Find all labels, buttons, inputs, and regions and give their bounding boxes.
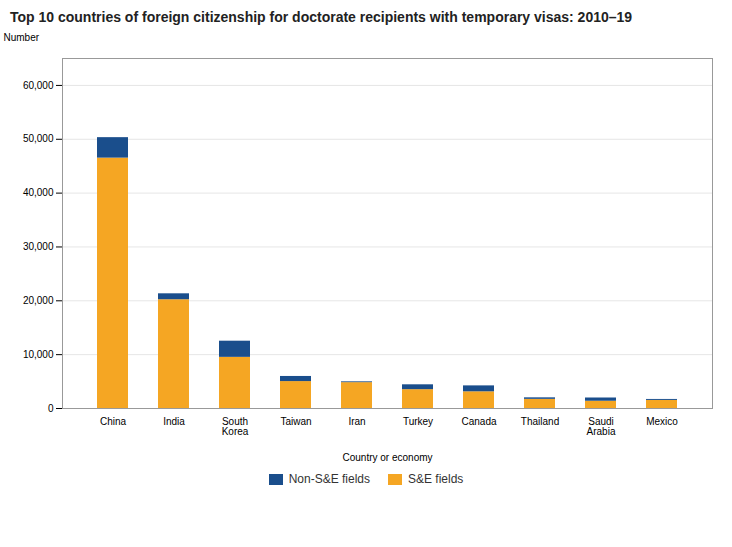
svg-text:Country or economy: Country or economy [342, 452, 432, 463]
svg-text:10,000: 10,000 [23, 349, 54, 360]
svg-text:SouthKorea: SouthKorea [222, 416, 249, 437]
html-text:S&E fields: S&E fields [408, 472, 464, 487]
svg-text:Iran: Iran [348, 416, 365, 427]
svg-text:0: 0 [48, 403, 54, 414]
svg-text:20,000: 20,000 [23, 295, 54, 306]
svg-text:30,000: 30,000 [23, 241, 54, 252]
svg-text:50,000: 50,000 [23, 134, 54, 145]
svg-text:Number: Number [4, 32, 40, 43]
svg-text:Thailand: Thailand [521, 416, 559, 427]
svg-text:China: China [100, 416, 127, 427]
svg-text:60,000: 60,000 [23, 80, 54, 91]
svg-text:Canada: Canada [461, 416, 496, 427]
html-text:Non-S&E fields: Non-S&E fields [288, 472, 370, 487]
svg-text:Turkey: Turkey [403, 416, 433, 427]
svg-text:40,000: 40,000 [23, 188, 54, 199]
svg-text:Taiwan: Taiwan [280, 416, 311, 427]
html-text:Top 10 countries of foreign ci: Top 10 countries of foreign citizenship … [10, 9, 633, 25]
svg-text:SaudiArabia: SaudiArabia [587, 416, 616, 437]
svg-text:Mexico: Mexico [646, 416, 678, 427]
svg-text:India: India [163, 416, 185, 427]
